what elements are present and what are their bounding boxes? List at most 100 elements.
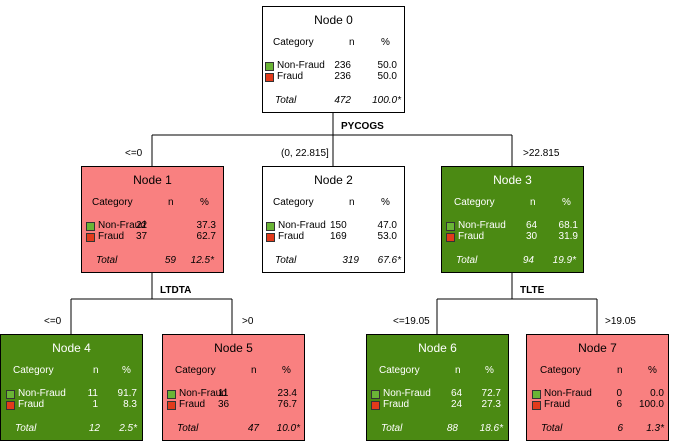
count-non-fraud: 236	[334, 60, 351, 71]
count-fraud: 24	[451, 399, 463, 410]
column-header-category: Category	[540, 365, 581, 376]
total-count: 94	[522, 255, 534, 266]
branch-condition-label: >19.05	[605, 316, 636, 327]
total-count: 88	[446, 423, 458, 434]
percent-non-fraud: 37.3	[196, 220, 216, 231]
non-fraud-swatch	[6, 390, 15, 399]
column-header-percent: %	[381, 37, 390, 48]
branch-condition-label: (0, 22.815]	[281, 148, 329, 159]
total-label: Total	[96, 255, 118, 266]
count-non-fraud: 11	[218, 388, 229, 399]
column-header-percent: %	[200, 197, 209, 208]
column-header-category: Category	[379, 365, 420, 376]
tree-node-4[interactable]: Node 4 Category n % Non-Fraud 11 91.7 Fr…	[0, 334, 143, 441]
fraud-swatch	[167, 401, 176, 410]
column-header-n: n	[349, 37, 355, 48]
column-header-category: Category	[92, 197, 133, 208]
branch-condition-label: <=19.05	[393, 316, 430, 327]
count-fraud: 1	[92, 399, 98, 410]
column-header-n: n	[530, 197, 536, 208]
percent-non-fraud: 0.0	[650, 388, 664, 399]
total-count: 59	[164, 255, 176, 266]
branch-condition-label: <=0	[125, 148, 143, 159]
non-fraud-swatch	[266, 222, 275, 231]
non-fraud-swatch	[532, 390, 541, 399]
category-label-non-fraud: Non-Fraud	[18, 388, 66, 399]
count-fraud: 169	[330, 231, 347, 242]
tree-node-2[interactable]: Node 2 Category n % Non-Fraud 150 47.0 F…	[262, 166, 405, 273]
count-fraud: 236	[334, 71, 351, 82]
total-label: Total	[15, 423, 37, 434]
node-title: Node 0	[314, 13, 353, 27]
column-header-percent: %	[562, 197, 571, 208]
tree-node-7[interactable]: Node 7 Category n % Non-Fraud 0 0.0 Frau…	[526, 334, 669, 441]
category-label-non-fraud: Non-Fraud	[179, 388, 227, 399]
total-count: 319	[342, 255, 359, 266]
total-label: Total	[275, 255, 297, 266]
split-variable-label: TLTE	[520, 285, 545, 296]
category-label-non-fraud: Non-Fraud	[278, 220, 326, 231]
column-header-n: n	[93, 365, 99, 376]
total-percent: 67.6*	[377, 255, 401, 266]
category-label-fraud: Fraud	[383, 399, 410, 410]
percent-fraud: 50.0	[377, 71, 397, 82]
node-title: Node 1	[133, 173, 172, 187]
fraud-swatch	[6, 401, 15, 410]
node-title: Node 7	[578, 341, 617, 355]
category-label-non-fraud: Non-Fraud	[458, 220, 506, 231]
category-label-non-fraud: Non-Fraud	[544, 388, 592, 399]
total-percent: 2.5*	[119, 423, 137, 434]
column-header-category: Category	[454, 197, 495, 208]
category-label-fraud: Fraud	[179, 399, 206, 410]
category-label-fraud: Fraud	[18, 399, 45, 410]
node-title: Node 2	[314, 173, 353, 187]
percent-fraud: 27.3	[481, 399, 501, 410]
tree-node-3[interactable]: Node 3 Category n % Non-Fraud 64 68.1 Fr…	[441, 166, 584, 273]
total-percent: 12.5*	[190, 255, 214, 266]
node-title: Node 3	[493, 173, 532, 187]
node-title: Node 5	[214, 341, 253, 355]
column-header-category: Category	[273, 197, 314, 208]
tree-node-6[interactable]: Node 6 Category n % Non-Fraud 64 72.7 Fr…	[366, 334, 509, 441]
column-header-percent: %	[122, 365, 131, 376]
percent-fraud: 76.7	[277, 399, 297, 410]
column-header-n: n	[251, 365, 257, 376]
fraud-swatch	[266, 233, 275, 242]
category-label-fraud: Fraud	[544, 399, 571, 410]
non-fraud-swatch	[86, 222, 95, 231]
tree-node-0[interactable]: Node 0 Category n % Non-Fraud 236 50.0 F…	[262, 6, 405, 113]
total-percent: 1.3*	[646, 423, 664, 434]
split-variable-label: PYCOGS	[341, 121, 384, 132]
column-header-n: n	[455, 365, 461, 376]
count-non-fraud: 11	[87, 388, 98, 399]
column-header-percent: %	[381, 197, 390, 208]
total-percent: 18.6*	[479, 423, 503, 434]
percent-fraud: 62.7	[196, 231, 216, 242]
split-variable-label: LTDTA	[160, 285, 192, 296]
count-non-fraud: 64	[451, 388, 463, 399]
fraud-swatch	[446, 233, 455, 242]
non-fraud-swatch	[167, 390, 176, 399]
percent-fraud: 8.3	[123, 399, 137, 410]
tree-node-1[interactable]: Node 1 Category n % Non-Fraud 22 37.3 Fr…	[81, 166, 224, 273]
count-fraud: 37	[136, 231, 148, 242]
percent-non-fraud: 91.7	[117, 388, 137, 399]
category-label-fraud: Fraud	[98, 231, 125, 242]
column-header-n: n	[168, 197, 174, 208]
fraud-swatch	[532, 401, 541, 410]
percent-fraud: 53.0	[377, 231, 397, 242]
non-fraud-swatch	[265, 62, 274, 71]
count-non-fraud: 0	[616, 388, 622, 399]
branch-condition-label: >0	[242, 316, 254, 327]
percent-non-fraud: 68.1	[558, 220, 578, 231]
total-count: 47	[247, 423, 259, 434]
branch-condition-label: <=0	[44, 316, 62, 327]
fraud-swatch	[265, 73, 274, 82]
tree-node-5[interactable]: Node 5 Category n % Non-Fraud 11 23.4 Fr…	[162, 334, 305, 441]
column-header-percent: %	[485, 365, 494, 376]
column-header-percent: %	[648, 365, 657, 376]
total-count: 6	[617, 423, 623, 434]
total-label: Total	[275, 95, 297, 106]
category-label-non-fraud: Non-Fraud	[277, 60, 325, 71]
